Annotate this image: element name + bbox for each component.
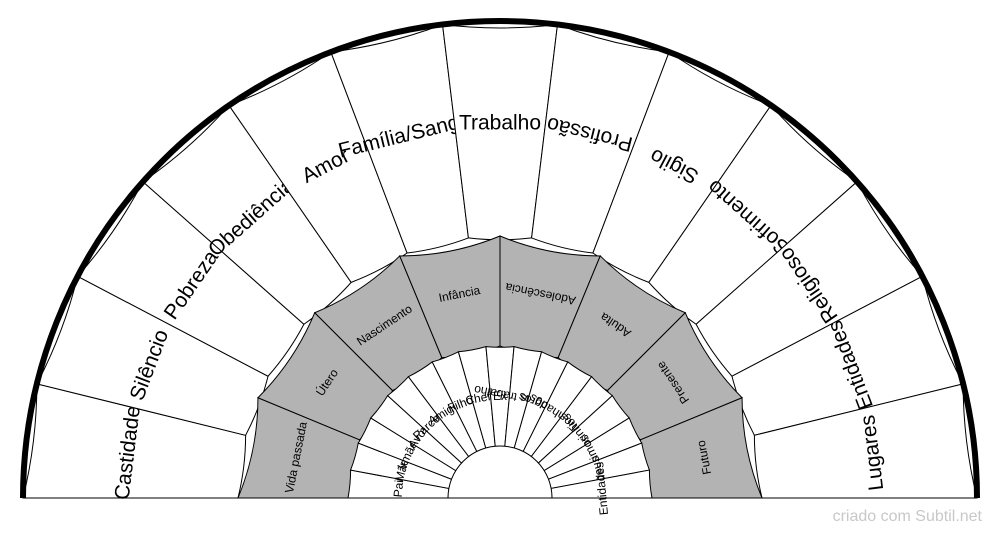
- center-hub: [447, 445, 553, 499]
- middle-label-futuro: Futuro: [694, 439, 715, 476]
- inner-label-ex: Ex: [493, 389, 507, 403]
- inner-label-entidades: Entidades: [592, 461, 611, 515]
- outer-ring: CastidadeSilêncioPobrezaObediênciaAmorFa…: [22, 23, 978, 501]
- outer-rim: [20, 18, 980, 499]
- footer-credit: criado com Subtil.net: [832, 508, 982, 525]
- inner-label-pai: Pai: [391, 479, 407, 498]
- inner-label-mae: Mãe: [392, 457, 412, 484]
- outer-label-trabalho: Trabalho: [459, 112, 541, 135]
